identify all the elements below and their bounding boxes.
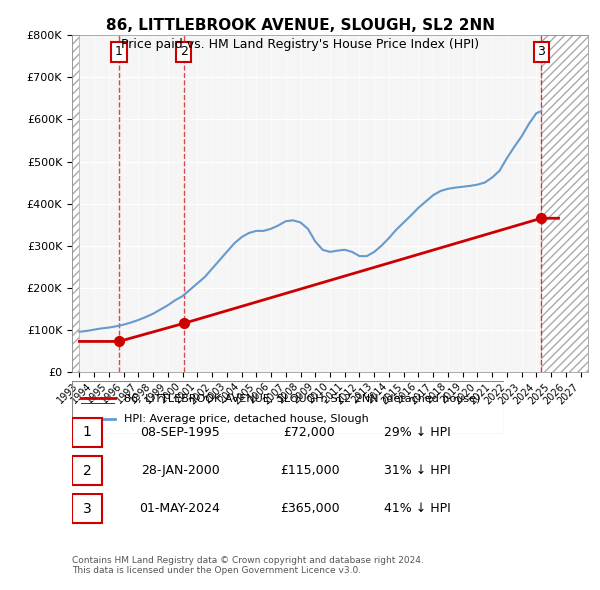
Text: 29% ↓ HPI: 29% ↓ HPI (384, 425, 451, 439)
Text: 3: 3 (538, 45, 545, 58)
Text: £365,000: £365,000 (280, 502, 340, 516)
FancyBboxPatch shape (72, 418, 102, 447)
Text: £72,000: £72,000 (284, 425, 335, 439)
Text: Contains HM Land Registry data © Crown copyright and database right 2024.
This d: Contains HM Land Registry data © Crown c… (72, 556, 424, 575)
Text: £115,000: £115,000 (280, 464, 340, 477)
Text: 86, LITTLEBROOK AVENUE, SLOUGH, SL2 2NN (detached house): 86, LITTLEBROOK AVENUE, SLOUGH, SL2 2NN … (124, 393, 480, 403)
Text: 2: 2 (180, 45, 188, 58)
Text: 31% ↓ HPI: 31% ↓ HPI (384, 464, 451, 477)
FancyBboxPatch shape (72, 494, 102, 523)
Text: 3: 3 (83, 502, 91, 516)
Text: 28-JAN-2000: 28-JAN-2000 (140, 464, 220, 477)
Text: 41% ↓ HPI: 41% ↓ HPI (384, 502, 451, 516)
Bar (541, 35, 588, 372)
Text: 08-SEP-1995: 08-SEP-1995 (140, 425, 220, 439)
FancyBboxPatch shape (72, 456, 102, 485)
Text: Price paid vs. HM Land Registry's House Price Index (HPI): Price paid vs. HM Land Registry's House … (121, 38, 479, 51)
Text: 1: 1 (83, 425, 92, 439)
Text: 01-MAY-2024: 01-MAY-2024 (140, 502, 220, 516)
Text: HPI: Average price, detached house, Slough: HPI: Average price, detached house, Slou… (124, 414, 368, 424)
Bar (80, 403, 115, 405)
Bar (72, 35, 79, 372)
Text: 2: 2 (83, 464, 91, 477)
Text: 1: 1 (115, 45, 123, 58)
Text: 86, LITTLEBROOK AVENUE, SLOUGH, SL2 2NN: 86, LITTLEBROOK AVENUE, SLOUGH, SL2 2NN (106, 18, 494, 32)
